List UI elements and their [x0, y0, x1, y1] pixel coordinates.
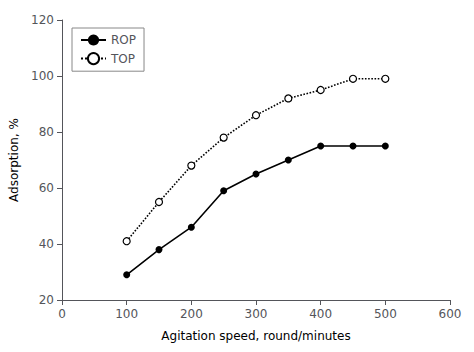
- svg-text:500: 500: [374, 307, 397, 321]
- svg-text:600: 600: [439, 307, 462, 321]
- svg-text:20: 20: [39, 293, 54, 307]
- svg-text:120: 120: [31, 13, 54, 27]
- svg-text:ROP: ROP: [111, 33, 136, 47]
- svg-text:40: 40: [39, 237, 54, 251]
- svg-text:Agitation speed, round/minutes: Agitation speed, round/minutes: [161, 329, 350, 343]
- svg-text:0: 0: [58, 307, 66, 321]
- svg-text:60: 60: [39, 181, 54, 195]
- svg-text:300: 300: [245, 307, 268, 321]
- svg-text:Adsorption, %: Adsorption, %: [7, 118, 21, 202]
- svg-text:100: 100: [115, 307, 138, 321]
- svg-text:80: 80: [39, 125, 54, 139]
- svg-text:400: 400: [309, 307, 332, 321]
- svg-text:TOP: TOP: [110, 52, 135, 66]
- svg-text:200: 200: [180, 307, 203, 321]
- svg-text:100: 100: [31, 69, 54, 83]
